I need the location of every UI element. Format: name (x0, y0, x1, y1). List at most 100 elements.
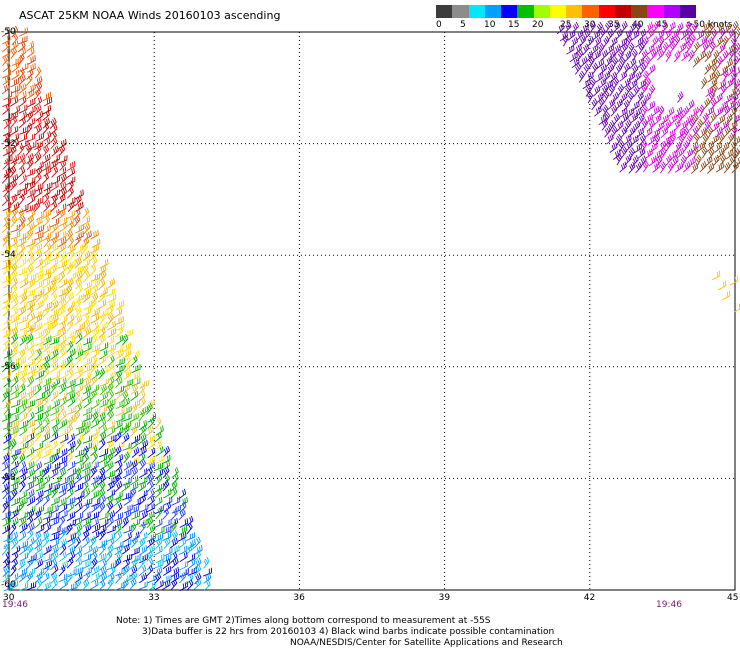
wind-barb (25, 433, 35, 443)
wind-barb (604, 20, 612, 33)
wind-barb (598, 42, 605, 55)
wind-barb (1, 221, 10, 234)
longitude-label: 33 (148, 593, 160, 603)
wind-barb (75, 426, 84, 437)
wind-barb (91, 452, 98, 464)
wind-barb (43, 250, 52, 262)
wind-barb (637, 147, 646, 159)
wind-barb (34, 310, 44, 319)
wind-barb (81, 242, 89, 255)
wind-barb (27, 294, 37, 303)
wind-barb (26, 222, 35, 233)
wind-barb (11, 545, 21, 556)
wind-barb (57, 321, 66, 332)
wind-barb (122, 564, 130, 576)
wind-barb (626, 107, 635, 118)
wind-barb (673, 50, 681, 63)
wind-barb (615, 98, 623, 110)
wind-barb (35, 398, 44, 409)
wind-barb (89, 264, 97, 277)
wind-barb (702, 133, 709, 146)
wind-barb (613, 113, 620, 126)
wind-barb (99, 528, 106, 541)
wind-barb (51, 299, 59, 311)
wind-barb (645, 21, 654, 33)
wind-barb (115, 326, 123, 338)
wind-barb (73, 558, 83, 569)
wind-barb (179, 571, 187, 584)
wind-barb (82, 384, 92, 395)
wind-barb (67, 582, 77, 592)
wind-barb (559, 31, 569, 42)
latitude-label: -52 (1, 138, 16, 149)
wind-barb (50, 496, 60, 506)
wind-barb (587, 91, 594, 104)
wind-barb (595, 72, 604, 83)
wind-barb (178, 545, 188, 556)
wind-barb (728, 48, 735, 61)
wind-barb (49, 336, 60, 346)
wind-barb (146, 480, 154, 493)
wind-barb (624, 154, 632, 166)
wind-barb (43, 553, 53, 562)
wind-barb (114, 512, 124, 522)
wind-barb (678, 42, 687, 54)
wind-barb (115, 502, 123, 514)
wind-barb (590, 44, 599, 56)
wind-barb (660, 114, 669, 125)
colorbar-label: 0 (436, 20, 442, 30)
wind-barb (162, 479, 170, 492)
wind-barb (139, 545, 148, 556)
wind-barb (58, 221, 67, 233)
wind-barb (59, 538, 68, 549)
wind-barb (26, 214, 35, 226)
wind-barb (19, 278, 29, 289)
wind-barb (162, 460, 171, 471)
wind-barb (154, 496, 163, 507)
wind-barb (631, 64, 639, 77)
wind-barb (66, 330, 76, 340)
wind-barb (625, 83, 632, 97)
wind-barb (193, 536, 201, 549)
wind-barb (732, 20, 739, 33)
wind-barb (718, 132, 725, 145)
wind-barb (41, 432, 51, 443)
wind-barb (711, 270, 721, 281)
wind-barb (2, 253, 12, 263)
wind-barb (628, 42, 635, 55)
wind-barb (146, 565, 154, 577)
wind-barb (17, 207, 25, 220)
wind-barb (647, 134, 656, 146)
wind-barb (26, 105, 36, 116)
wind-barb (66, 452, 73, 465)
wind-barb (155, 526, 165, 536)
wind-barb (66, 511, 76, 522)
wind-barb (18, 258, 27, 269)
wind-barb (11, 488, 18, 501)
wind-barb (26, 133, 36, 143)
wind-barb (9, 173, 19, 184)
wind-barb (18, 559, 26, 571)
wind-barb (2, 370, 11, 380)
wind-barb (34, 343, 44, 352)
wind-barb (98, 454, 108, 464)
wind-barb (3, 166, 12, 178)
wind-barb (10, 573, 19, 584)
wind-barb (66, 391, 76, 402)
wind-barb (34, 412, 44, 422)
wind-barb (123, 573, 133, 583)
wind-barb (66, 416, 74, 429)
wind-barb (49, 117, 57, 130)
wind-barb (73, 516, 83, 527)
wind-barb (2, 501, 9, 513)
wind-barb (606, 43, 615, 55)
wind-barb (42, 494, 50, 507)
wind-barb (589, 21, 596, 33)
wind-barb (91, 369, 100, 380)
wind-barb (677, 111, 684, 124)
wind-barb (26, 489, 35, 500)
wind-barb (57, 237, 67, 248)
wind-barb (18, 516, 27, 528)
wind-barb (155, 473, 163, 486)
wind-barb (586, 35, 594, 48)
